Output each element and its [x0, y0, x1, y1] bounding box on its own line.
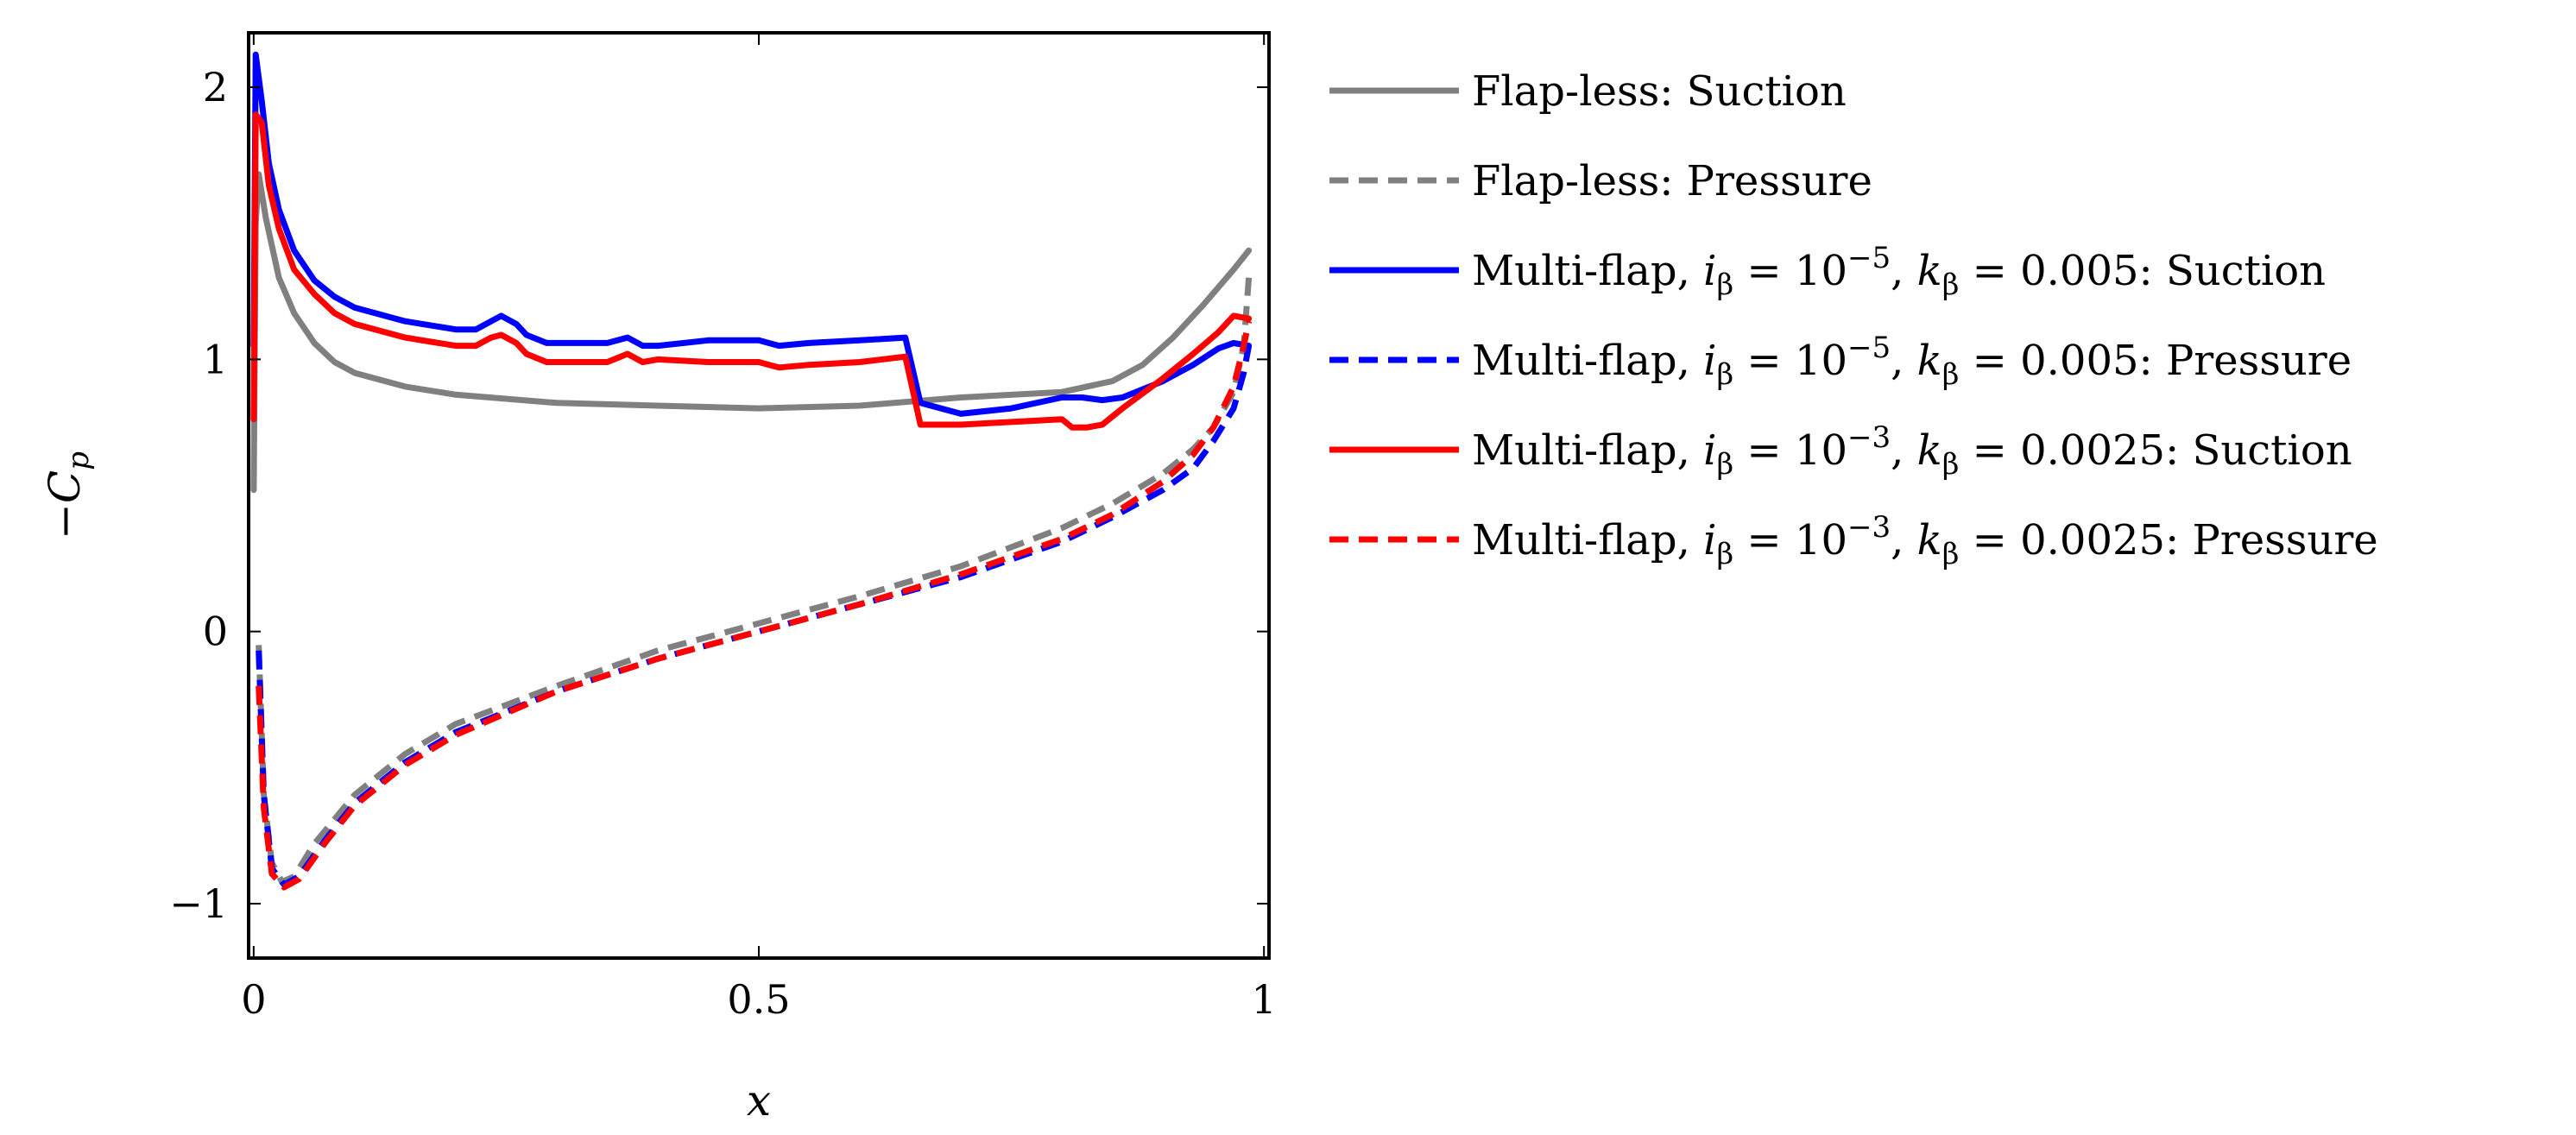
y-axis-label: −Cp: [40, 451, 96, 539]
y-tick-label: 1: [203, 336, 228, 382]
series-line-3: [250, 51, 1253, 417]
y-tick-label: −1: [169, 880, 228, 927]
legend-label-6: Multi-flap, iβ = 10−3, kβ = 0.0025: Pres…: [1472, 510, 2378, 571]
series-line-1: [250, 171, 1253, 494]
x-axis-label: x: [747, 1075, 771, 1126]
legend-label-1: Flap-less: Suction: [1472, 67, 1847, 116]
plot-series: [250, 51, 1253, 891]
legend-label-2: Flap-less: Pressure: [1472, 157, 1872, 205]
legend-label-4: Multi-flap, iβ = 10−5, kβ = 0.005: Press…: [1472, 331, 2352, 392]
series-line-2: [256, 277, 1253, 886]
axes: 0 0.5 1 −1 0 1 2: [169, 33, 1277, 1023]
plot-frame: [247, 31, 1271, 960]
legend: Flap-less: Suction Flap-less: Pressure Mul…: [1329, 67, 2378, 571]
legend-label-5: Multi-flap, iβ = 10−3, kβ = 0.0025: Suct…: [1472, 420, 2352, 482]
series-line-5: [250, 111, 1253, 431]
legend-label-3: Multi-flap, iβ = 10−5, kβ = 0.005: Sucti…: [1472, 241, 2326, 302]
x-tick-label: 0: [241, 976, 266, 1023]
x-tick-label: 0.5: [727, 976, 790, 1023]
y-tick-label: 2: [203, 64, 228, 110]
y-tick-label: 0: [203, 608, 228, 655]
series-line-6: [256, 320, 1253, 891]
x-tick-label: 1: [1252, 976, 1277, 1023]
